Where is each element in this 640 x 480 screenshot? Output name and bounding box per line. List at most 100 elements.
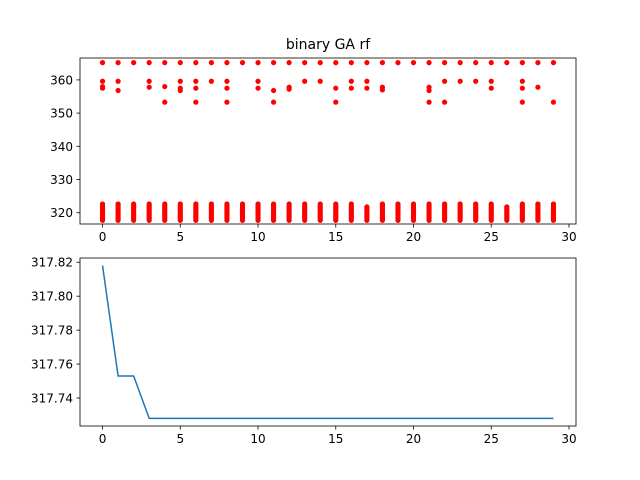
scatter-point: [488, 201, 494, 207]
scatter-point: [208, 201, 214, 207]
x-tick-label: 30: [561, 230, 576, 244]
scatter-point: [364, 78, 370, 84]
scatter-point: [504, 60, 510, 66]
scatter-point: [426, 87, 432, 94]
scatter-point: [286, 60, 292, 66]
x-tick-label: 25: [484, 230, 499, 244]
scatter-point: [442, 201, 448, 207]
scatter-point: [488, 85, 494, 91]
scatter-point: [535, 201, 541, 207]
scatter-point: [302, 60, 308, 66]
y-axis-ticks: 320 330 340 350 360: [50, 73, 80, 220]
scatter-point: [255, 201, 261, 207]
scatter-point: [162, 99, 168, 105]
scatter-point: [115, 87, 121, 94]
scatter-point: [395, 201, 401, 207]
scatter-point: [146, 60, 152, 66]
scatter-point: [379, 60, 386, 66]
scatter-point: [457, 201, 463, 207]
y-tick-label: 317.80: [31, 290, 73, 304]
scatter-point: [550, 201, 557, 207]
scatter-point: [224, 60, 230, 66]
scatter-point: [457, 78, 463, 84]
scatter-point: [364, 85, 370, 91]
scatter-point: [193, 78, 199, 84]
scatter-point: [162, 201, 168, 207]
scatter-point: [193, 99, 199, 105]
x-tick-label: 15: [328, 432, 343, 446]
y-tick-label: 317.76: [31, 358, 73, 372]
scatter-point: [317, 201, 323, 207]
y-tick-label: 330: [50, 173, 73, 187]
scatter-point: [99, 85, 106, 91]
scatter-point: [99, 60, 106, 66]
scatter-point: [193, 60, 199, 66]
scatter-point: [504, 204, 510, 210]
scatter-point: [239, 201, 246, 207]
x-tick-label: 5: [176, 230, 184, 244]
scatter-point: [177, 78, 183, 84]
scatter-point: [177, 60, 183, 66]
scatter-point: [239, 60, 246, 66]
scatter-point: [99, 78, 106, 84]
scatter-point: [550, 60, 557, 66]
scatter-point: [131, 60, 137, 66]
scatter-point: [395, 60, 401, 66]
y-tick-label: 317.78: [31, 324, 73, 338]
x-tick-label: 20: [406, 432, 421, 446]
scatter-point: [302, 78, 308, 84]
x-tick-label: 0: [99, 230, 107, 244]
x-tick-label: 30: [561, 432, 576, 446]
scatter-point: [177, 87, 183, 94]
scatter-point: [162, 83, 168, 90]
scatter-point: [519, 78, 525, 84]
scatter-point: [270, 99, 277, 105]
y-tick-label: 350: [50, 107, 73, 121]
scatter-point: [270, 87, 277, 94]
scatter-point: [442, 99, 448, 105]
scatter-point: [379, 201, 386, 207]
scatter-point: [488, 78, 494, 84]
scatter-point: [146, 78, 152, 84]
scatter-point: [255, 60, 261, 66]
scatter-point: [473, 201, 479, 207]
scatter-point: [317, 60, 323, 66]
scatter-point: [193, 201, 199, 207]
scatter-point: [255, 85, 261, 91]
scatter-point: [348, 78, 354, 84]
scatter-point: [488, 60, 494, 66]
scatter-point: [379, 87, 386, 93]
scatter-point: [364, 60, 370, 66]
scatter-point: [208, 60, 214, 66]
scatter-point: [208, 78, 214, 84]
scatter-point: [442, 78, 448, 84]
scatter-point: [519, 99, 525, 105]
x-tick-label: 0: [99, 432, 107, 446]
scatter-point: [519, 60, 525, 66]
scatter-point: [255, 78, 261, 84]
x-tick-label: 10: [250, 230, 265, 244]
scatter-point: [115, 60, 121, 66]
scatter-point: [286, 86, 292, 92]
scatter-point: [115, 78, 121, 84]
scatter-point: [146, 201, 152, 207]
y-tick-label: 340: [50, 140, 73, 154]
x-axis-ticks: 0 5 10 15 20 25 30: [99, 426, 577, 446]
scatter-point: [193, 85, 199, 91]
scatter-point: [224, 201, 230, 207]
scatter-point: [410, 60, 417, 66]
x-tick-label: 5: [176, 432, 184, 446]
scatter-point: [177, 201, 183, 207]
scatter-point: [348, 85, 354, 91]
y-tick-label: 317.82: [31, 256, 73, 270]
scatter-plot-axes: binary GA rf 0 5 10 15 20 25 30 320 330 340 350 36…: [50, 37, 577, 244]
scatter-point: [115, 201, 121, 207]
scatter-point: [286, 201, 292, 207]
scatter-point: [442, 60, 448, 66]
scatter-point: [333, 99, 339, 105]
plot-frame: [79, 257, 577, 427]
scatter-point: [426, 201, 432, 207]
chart-title: binary GA rf: [286, 37, 371, 53]
x-tick-label: 10: [250, 432, 265, 446]
